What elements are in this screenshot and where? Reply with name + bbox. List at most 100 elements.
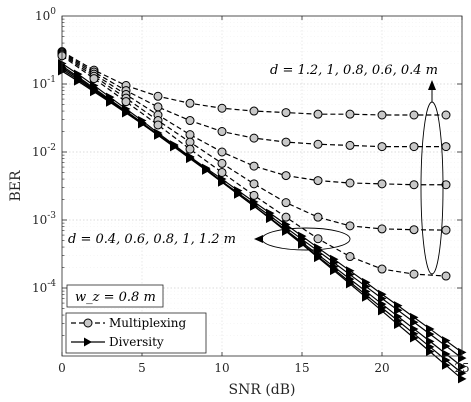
data-point [345,140,355,150]
y-tick-label: 10-2 [32,143,56,159]
data-point [409,225,419,235]
data-point [217,103,227,113]
data-point [313,234,323,244]
data-point [409,142,419,152]
wz-box: w_z = 0.8 m [66,284,164,308]
data-point [345,221,355,231]
x-tick-label: 10 [214,361,229,375]
data-point [458,368,467,378]
data-point [330,254,339,264]
annotation-top: d = 1.2, 1, 0.8, 0.6, 0.4 m [270,63,438,78]
annotation-ellipse-right [420,80,444,275]
data-point [458,374,467,384]
data-point [217,147,227,157]
data-point [313,109,323,119]
wz-label: w_z = 0.8 m [75,290,156,305]
data-point [202,163,211,173]
data-point [313,139,323,149]
data-point [442,336,451,346]
series-diversity-d-1.2 [58,66,467,357]
data-point [377,224,387,234]
data-point [249,133,259,143]
x-tick-label: 25 [454,361,469,375]
y-axis-label: BER [8,170,24,202]
data-point [410,312,419,322]
data-point [234,186,243,196]
x-tick-label: 15 [294,361,309,375]
data-point [122,108,131,118]
data-point [249,179,259,189]
data-point [153,102,163,112]
data-point [409,180,419,190]
data-point [442,355,451,365]
data-point [281,108,291,118]
x-axis-label: SNR (dB) [228,382,295,398]
data-point [74,76,83,86]
plot-frame [61,15,463,357]
data-point [250,197,259,207]
annotation-ellipse-middle [254,227,351,251]
x-tick-label: 0 [58,361,66,375]
data-point [170,141,179,151]
data-point [441,110,451,120]
data-point [90,87,99,97]
data-point [377,142,387,152]
y-tick-label: 10-4 [32,279,56,295]
data-point [281,137,291,147]
data-point [362,277,371,287]
legend-marker-diversity [71,337,105,347]
data-point [218,174,227,184]
data-point [281,198,291,208]
annotation-middle: d = 0.4, 0.6, 0.8, 1, 1.2 m [68,232,236,247]
data-point [377,264,387,274]
data-point [345,252,355,262]
data-point [313,212,323,222]
y-tick-label: 10-3 [32,211,56,227]
data-point [281,212,291,222]
legend-label-diversity: Diversity [109,335,164,349]
legend-label-multiplexing: Multiplexing [109,316,186,330]
y-tick-label: 10-1 [32,75,56,91]
data-point [185,98,195,108]
x-tick-label: 5 [138,361,146,375]
data-point [410,324,419,334]
data-point [185,130,195,140]
data-point [266,208,275,218]
data-point [426,324,435,334]
data-point [217,127,227,137]
ticks: 0 5 10 15 20 25 100 10-1 10-2 10-3 10-4 [32,7,470,375]
data-point [138,119,147,129]
data-point [313,176,323,186]
data-point [409,269,419,279]
data-point [153,91,163,101]
data-point [186,152,195,162]
x-tick-label: 20 [374,361,389,375]
data-point [281,171,291,181]
data-point [346,266,355,276]
data-point [345,178,355,188]
data-point [394,301,403,311]
data-point [249,161,259,171]
data-point [441,180,451,190]
data-point [378,289,387,299]
legend: Multiplexing Diversity [65,312,207,354]
data-point [217,167,227,177]
data-point [426,336,435,346]
data-point [249,190,259,200]
data-point [441,225,451,235]
data-point [377,179,387,189]
data-point [409,110,419,120]
data-point [441,271,451,281]
data-point [185,144,195,154]
data-point [217,158,227,168]
data-point [345,109,355,119]
data-point [441,142,451,152]
data-point [185,116,195,126]
data-point [121,97,131,107]
data-point [377,110,387,120]
series-group [57,47,467,384]
data-point [298,231,307,241]
data-point [282,219,291,229]
data-point [249,106,259,116]
